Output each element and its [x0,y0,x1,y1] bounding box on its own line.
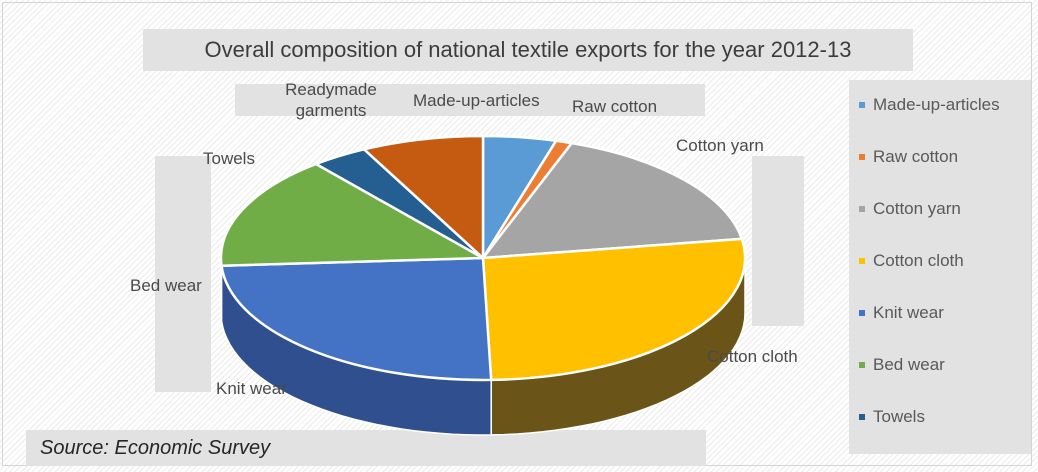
legend-item-towels: Towels [859,405,925,429]
legend-label: Knit wear [873,303,944,322]
legend-label: Towels [873,407,925,426]
legend: Made-up-articles Raw cotton Cotton yarn … [849,80,1031,454]
legend-swatch [859,102,865,108]
legend-label: Cotton cloth [873,251,964,270]
chart-title: Overall composition of national textile … [143,29,913,71]
legend-item-cotton-yarn: Cotton yarn [859,197,961,221]
legend-swatch [859,206,865,212]
slice-label-made-up-articles: Made-up-articles [413,91,540,110]
source-note: Source: Economic Survey [26,430,336,466]
slice-label-cotton-yarn: Cotton yarn [676,136,764,155]
legend-label: Made-up-articles [873,95,1000,114]
slice-label-readymade: Readymade garments [276,79,386,121]
legend-item-cotton-cloth: Cotton cloth [859,249,964,273]
slice-label-cotton-cloth: Cotton cloth [707,347,798,366]
slice-label-bed-wear: Bed wear [130,276,202,295]
legend-swatch [859,362,865,368]
label-panel-bottom [336,430,706,466]
legend-item-knit-wear: Knit wear [859,301,944,325]
legend-item-bed-wear: Bed wear [859,353,945,377]
slice-label-raw-cotton: Raw cotton [572,97,658,116]
legend-swatch [859,414,865,420]
slice-label-readymade-line1: Readymade [285,80,377,99]
label-panel-right [752,156,804,326]
slice-label-knit-wear: Knit wear [216,379,287,398]
legend-item-made-up-articles: Made-up-articles [859,93,1000,117]
pie-slice-bed-wear [219,162,485,267]
legend-swatch [859,258,865,264]
label-panel-top [235,84,705,116]
legend-label: Raw cotton [873,147,959,166]
pie-slice-cotton-yarn [481,141,744,260]
slice-label-readymade-line2: garments [295,101,367,120]
pie-slice-cotton-cloth [481,237,747,382]
label-panel-left [155,156,211,392]
pie-slice-readymade-garments [362,134,485,260]
legend-swatch [859,310,865,316]
legend-label: Bed wear [873,355,945,374]
legend-label: Cotton yarn [873,199,961,218]
legend-item-raw-cotton: Raw cotton [859,145,958,169]
legend-swatch [859,154,865,160]
slice-label-towels: Towels [203,149,255,168]
pie-slice-knit-wear [220,256,493,382]
